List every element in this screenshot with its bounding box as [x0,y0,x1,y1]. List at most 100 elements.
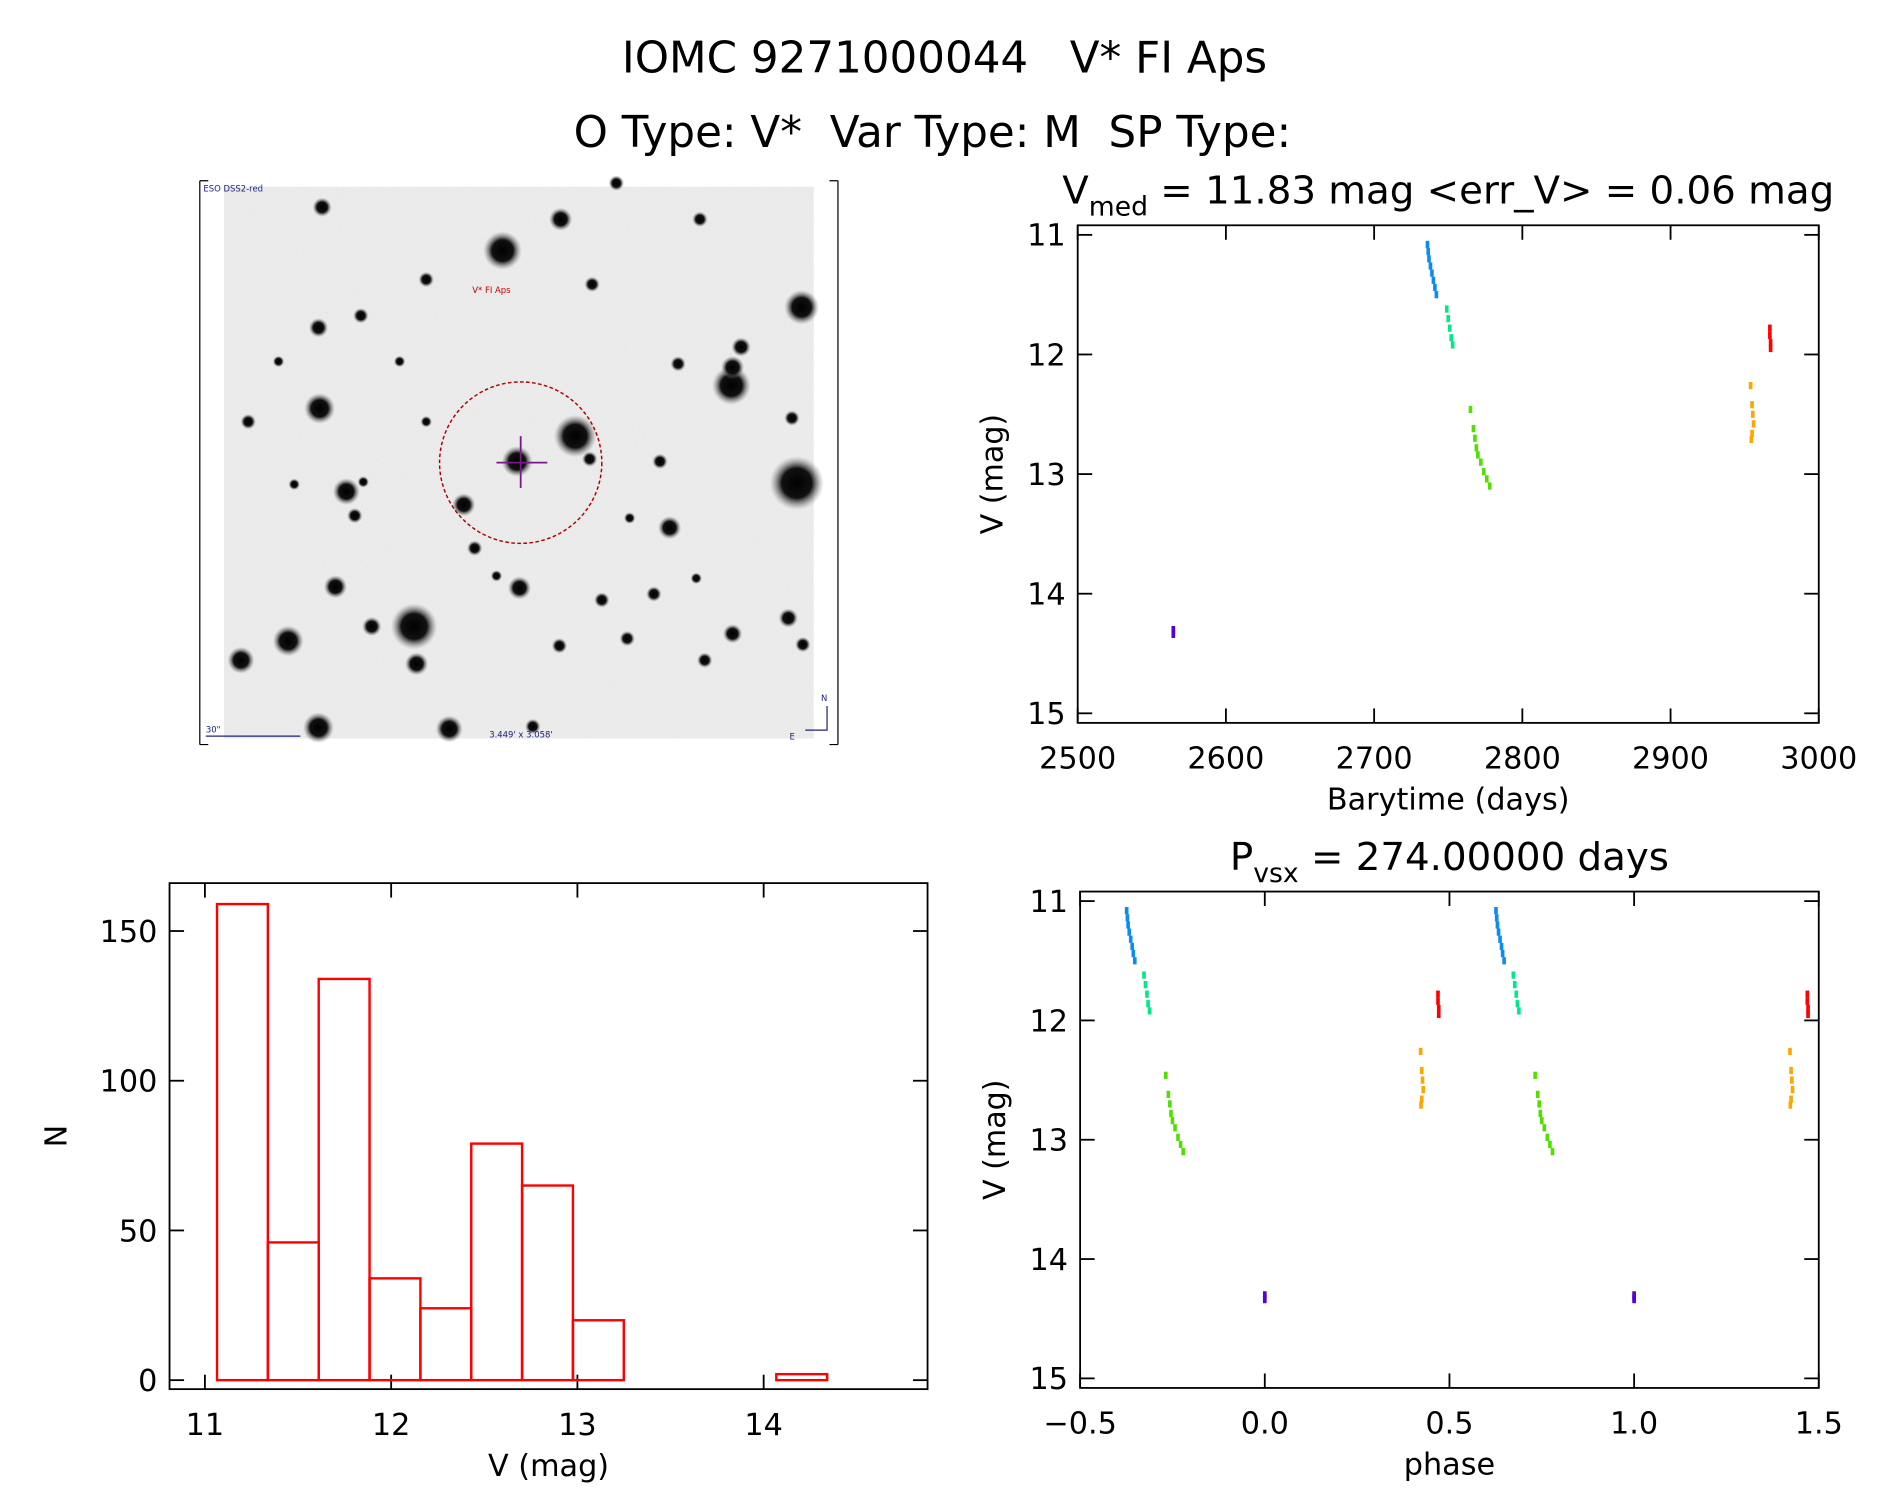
y-tick-label: 11 [1029,885,1068,920]
y-axis-label: V (mag) [978,1079,1013,1200]
data-point [1474,444,1479,452]
star [353,307,369,324]
north-label: N [821,693,827,703]
data-point [1514,990,1519,998]
data-point [1434,291,1439,299]
star [731,337,751,357]
data-point [1495,921,1500,929]
x-tick-label: 14 [744,1408,783,1443]
star [507,576,532,600]
x-tick-label: −0.5 [1043,1407,1116,1442]
title-rest: = 274.00000 days [1299,835,1669,880]
data-point [1533,1071,1537,1079]
star [581,451,598,467]
chart: 11 12 13 14 0 50 100 150 V (mag) N [40,882,929,1484]
data-point [1419,1066,1424,1075]
data-point [1142,971,1146,979]
star [584,276,600,293]
x-tick-label: 2800 [1484,742,1561,777]
y-tick-label: 50 [119,1214,158,1249]
data-point [1545,1133,1550,1141]
star [240,413,256,430]
data-point [1419,1101,1423,1109]
x-tick-label: 2700 [1336,742,1413,777]
star [553,414,597,458]
star [712,366,751,405]
data-point [1127,928,1132,936]
data-point [1178,1140,1183,1149]
data-point [1168,1100,1172,1108]
x-tick-label: 12 [372,1408,411,1443]
chart: Vmed = 11.83 mag <err_V> = 0.06 mag 2500 2… [976,169,1858,818]
data-point [1790,1086,1795,1094]
star [692,211,708,227]
data-point [1539,1117,1544,1125]
data-point [1481,468,1486,476]
histogram-bar [419,1307,473,1382]
histogram-bar [368,1277,422,1382]
chart: Pvsx = 274.00000 days −0.5 0.0 0.5 1.0 1.5 11 1… [978,835,1843,1483]
y-tick-label: 0 [138,1364,157,1399]
star [720,355,745,380]
data-point [1494,907,1498,915]
canvas: IOMC 9271000044 V* FI Aps O Type: V* Var… [40,33,1858,1483]
star [623,512,636,524]
data-point [1487,482,1492,490]
y-tick-label: 14 [1027,578,1066,613]
data-point [1548,1140,1552,1149]
data-point [1538,1109,1543,1118]
data-point [1143,981,1148,989]
star [608,175,625,191]
y-tick-label: 12 [1029,1004,1068,1039]
data-point [1750,429,1754,438]
figure-subtitle: O Type: V* Var Type: M SP Type: [574,108,1291,158]
data-point [1788,1047,1792,1056]
star [404,652,429,676]
x-tick-label: 13 [558,1408,597,1443]
star [272,625,304,657]
y-tick-label: 150 [100,915,158,950]
data-point [1789,1066,1793,1075]
data-point [1517,1007,1521,1015]
title-main: P [1230,835,1253,880]
x-tick-label: 2900 [1632,742,1709,777]
star [323,575,348,599]
data-point [1471,425,1476,433]
star [551,638,568,654]
title-sub: vsx [1253,858,1298,889]
x-tick-label: 1.5 [1795,1407,1843,1442]
data-point [1130,942,1135,951]
data-point [1500,949,1505,958]
star [490,570,503,582]
data-point [1751,420,1756,428]
data-point [1476,451,1480,459]
scale-label: 30" [206,725,221,735]
data-point [1444,305,1449,313]
data-point [1499,942,1504,951]
data-point [1419,1095,1424,1103]
data-point [1436,990,1440,998]
data-point [1418,1047,1423,1056]
data-point [1128,935,1133,943]
data-point [1163,1071,1168,1079]
data-point [1748,381,1753,390]
histogram-bar [520,1184,575,1382]
data-point [1425,240,1430,249]
data-point [1171,630,1176,638]
star [452,493,476,517]
data-point [1169,1109,1173,1118]
star [357,476,370,488]
data-point [1789,1095,1793,1103]
data-point [1496,928,1501,936]
star [420,415,433,428]
data-point [1427,255,1431,263]
survey-label: ESO DSS2-red [203,184,263,194]
data-point [1433,283,1437,292]
data-point [1447,324,1452,332]
data-point [1550,1148,1555,1156]
plot-frame [1079,890,1820,1389]
x-tick-label: 0.0 [1241,1407,1289,1442]
histogram-bar [775,1372,829,1382]
star [347,507,363,524]
star [619,630,635,647]
